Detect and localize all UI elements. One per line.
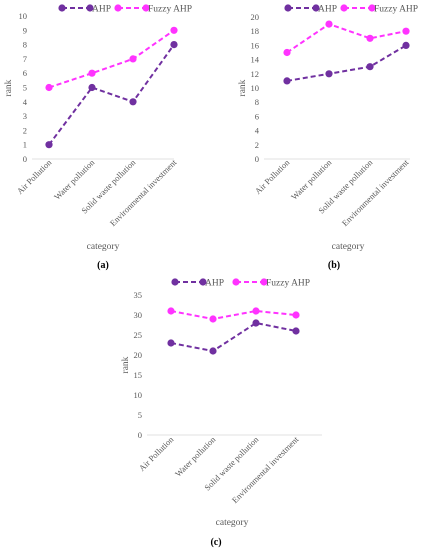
series-line-ahp	[286, 44, 407, 82]
y-tick-label: 4	[23, 97, 28, 107]
data-point	[88, 69, 96, 77]
x-tick-label: Water pollution	[52, 157, 97, 202]
x-axis-title: category	[87, 242, 120, 252]
y-tick-label: 2	[23, 125, 27, 135]
y-tick-label: 30	[134, 310, 143, 320]
y-tick-label: 4	[255, 126, 260, 136]
panel-label: (a)	[97, 260, 109, 271]
legend-marker	[142, 4, 150, 12]
y-axis-title: rank	[121, 356, 131, 373]
legend-marker	[260, 278, 268, 286]
data-point	[45, 141, 53, 149]
y-tick-label: 5	[23, 83, 27, 93]
series-line-ahp	[48, 44, 175, 146]
series-line-fuzzy-ahp	[48, 29, 175, 89]
y-tick-label: 6	[23, 68, 27, 78]
x-tick-label: Water pollution	[173, 434, 218, 479]
data-point	[366, 63, 374, 71]
data-point	[325, 70, 333, 78]
data-point	[252, 307, 260, 315]
data-point	[129, 55, 137, 63]
y-tick-label: 0	[255, 154, 259, 164]
data-point	[88, 83, 96, 92]
data-point	[283, 77, 291, 85]
legend-marker	[232, 278, 240, 286]
data-point	[209, 347, 217, 355]
x-tick-label: Air Pollution	[137, 434, 176, 473]
legend-label: AHP	[318, 5, 337, 15]
y-tick-label: 10	[134, 390, 143, 400]
y-tick-label: 18	[251, 26, 260, 36]
y-axis-title: rank	[4, 79, 14, 96]
data-point	[167, 339, 175, 347]
panel-label: (b)	[328, 260, 340, 271]
y-tick-label: 10	[19, 11, 28, 21]
data-point	[170, 26, 178, 34]
legend-marker	[114, 4, 122, 12]
x-tick-label: Environmental investment	[340, 157, 411, 228]
legend-marker	[284, 4, 292, 12]
y-tick-label: 20	[251, 12, 260, 22]
series-line-ahp	[170, 321, 297, 353]
y-tick-label: 16	[251, 40, 260, 50]
legend-label: Fuzzy AHP	[266, 279, 310, 289]
x-tick-label: Environmental investment	[230, 434, 301, 505]
y-tick-label: 1	[23, 140, 27, 150]
y-tick-label: 0	[138, 430, 142, 440]
data-point	[252, 319, 260, 327]
data-point	[167, 307, 175, 315]
y-tick-label: 0	[23, 154, 27, 164]
data-point	[402, 27, 410, 35]
series-line-fuzzy-ahp	[170, 309, 297, 321]
y-tick-label: 2	[255, 140, 259, 150]
legend-label: Fuzzy AHP	[148, 5, 192, 15]
y-tick-label: 12	[251, 69, 260, 79]
legend-marker	[86, 4, 94, 12]
y-tick-label: 20	[134, 350, 143, 360]
legend-marker	[312, 4, 320, 12]
x-tick-label: Air Pollution	[15, 157, 54, 196]
y-tick-label: 10	[251, 83, 260, 93]
y-tick-label: 14	[251, 55, 260, 65]
legend-marker	[340, 4, 348, 12]
data-point	[366, 34, 374, 42]
data-point	[129, 98, 137, 106]
data-point	[325, 20, 333, 28]
series-line-fuzzy-ahp	[286, 22, 407, 54]
y-tick-label: 8	[23, 40, 27, 50]
y-tick-label: 5	[138, 410, 142, 420]
legend-marker	[199, 278, 207, 286]
data-point	[402, 41, 410, 50]
data-point	[170, 41, 178, 49]
data-point	[45, 83, 53, 92]
y-tick-label: 8	[255, 97, 259, 107]
panel-label: (c)	[210, 537, 221, 548]
y-tick-label: 9	[23, 25, 27, 35]
x-axis-title: category	[216, 518, 249, 528]
x-tick-label: Water pollution	[289, 157, 334, 202]
y-tick-label: 15	[134, 370, 143, 380]
y-tick-label: 35	[134, 290, 143, 300]
legend-label: AHP	[205, 279, 224, 289]
legend-label: Fuzzy AHP	[374, 5, 418, 15]
data-point	[292, 311, 300, 319]
y-tick-label: 6	[255, 111, 259, 121]
legend-marker	[171, 278, 179, 286]
x-axis-title: category	[332, 242, 365, 252]
y-axis-title: rank	[238, 79, 248, 96]
legend-marker	[368, 4, 376, 12]
y-tick-label: 7	[23, 54, 27, 64]
y-tick-label: 3	[23, 111, 27, 121]
data-point	[283, 48, 291, 57]
data-point	[292, 327, 300, 335]
legend-label: AHP	[92, 5, 111, 15]
legend-marker	[58, 4, 66, 12]
y-tick-label: 25	[134, 330, 143, 340]
x-tick-label: Environmental investment	[108, 157, 179, 228]
data-point	[209, 315, 217, 323]
